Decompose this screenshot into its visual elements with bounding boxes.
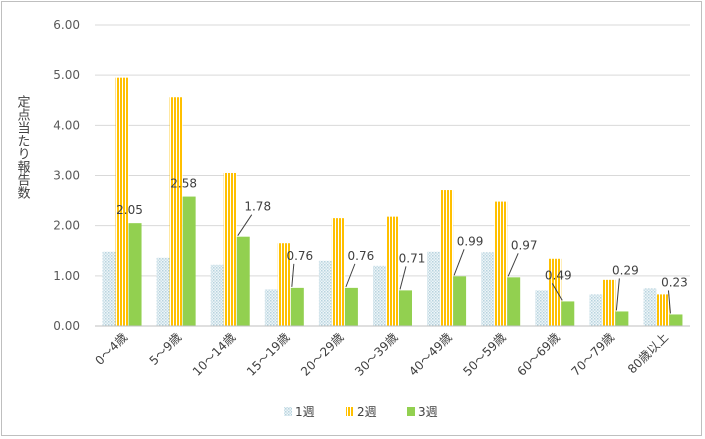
bar-2 bbox=[440, 190, 454, 326]
bar-2 bbox=[223, 172, 237, 326]
data-label-leader bbox=[551, 283, 563, 301]
bar-2 bbox=[656, 294, 670, 326]
bar-2 bbox=[386, 216, 399, 326]
y-tick-label: 5.00 bbox=[53, 68, 80, 82]
bar-1 bbox=[589, 294, 603, 326]
data-label-leader bbox=[667, 290, 671, 314]
bar-3 bbox=[182, 196, 196, 326]
y-tick-label: 2.00 bbox=[53, 219, 80, 233]
data-label: 0.71 bbox=[399, 251, 426, 265]
legend-label: 2週 bbox=[357, 405, 377, 419]
bar-2 bbox=[494, 201, 508, 326]
data-label-leader bbox=[615, 278, 620, 311]
legend-swatch bbox=[346, 407, 354, 416]
x-tick-label: 50～59歳 bbox=[460, 330, 508, 378]
x-tick-label: 15～19歳 bbox=[244, 330, 292, 378]
y-tick-label: 3.00 bbox=[53, 169, 80, 183]
x-tick-label: 70～79歳 bbox=[569, 330, 617, 378]
x-tick-label: 30～39歳 bbox=[352, 330, 400, 378]
bar-3 bbox=[236, 236, 250, 326]
bar-1 bbox=[481, 252, 495, 326]
legend: 1週 2週 3週 bbox=[284, 405, 438, 419]
data-label-leader bbox=[453, 249, 465, 276]
data-label: 0.99 bbox=[457, 234, 484, 248]
data-label: 2.05 bbox=[116, 203, 143, 217]
bar-1 bbox=[210, 264, 224, 326]
bar-1 bbox=[102, 251, 116, 326]
y-tick-label: 1.00 bbox=[53, 269, 80, 283]
bar-1 bbox=[535, 290, 549, 326]
bar-3 bbox=[507, 277, 521, 326]
data-label: 1.78 bbox=[244, 200, 271, 214]
legend-label: 3週 bbox=[418, 405, 438, 419]
legend-swatch bbox=[284, 407, 292, 416]
x-tick-label: 0～4歳 bbox=[92, 330, 130, 368]
data-label-leader bbox=[507, 253, 519, 277]
legend-label: 1週 bbox=[295, 405, 315, 419]
data-label: 0.29 bbox=[612, 263, 639, 277]
bar-3 bbox=[128, 223, 142, 326]
bar-1 bbox=[427, 251, 441, 326]
bar-2 bbox=[548, 258, 562, 326]
data-label: 0.49 bbox=[545, 268, 572, 282]
y-tick-label: 0.00 bbox=[53, 319, 80, 333]
data-label-leader bbox=[291, 263, 295, 287]
data-label-leader bbox=[237, 214, 253, 236]
bar-2 bbox=[169, 97, 183, 327]
x-tick-label: 20～29歳 bbox=[298, 330, 346, 378]
bar-1 bbox=[264, 289, 278, 326]
bar-3 bbox=[399, 290, 412, 326]
bar-3 bbox=[669, 314, 683, 326]
data-label-leader bbox=[345, 263, 356, 288]
data-label: 0.76 bbox=[348, 249, 375, 263]
bar-1 bbox=[643, 288, 657, 326]
bar-3 bbox=[453, 276, 467, 326]
bar-1 bbox=[318, 260, 332, 326]
bar-3 bbox=[344, 287, 358, 326]
y-tick-label: 4.00 bbox=[53, 118, 80, 132]
bar-2 bbox=[331, 218, 345, 326]
bar-1 bbox=[373, 265, 386, 326]
x-tick-label: 60～69歳 bbox=[514, 330, 562, 378]
data-label: 0.23 bbox=[661, 275, 688, 289]
legend-swatch bbox=[407, 407, 415, 416]
x-tick-label: 5～9歳 bbox=[147, 330, 185, 368]
x-tick-label: 40～49歳 bbox=[406, 330, 454, 378]
bar-3 bbox=[615, 311, 629, 326]
x-tick-label: 10～14歳 bbox=[190, 330, 238, 378]
data-label: 0.97 bbox=[511, 238, 538, 252]
bar-3 bbox=[561, 301, 575, 326]
bar-2 bbox=[115, 77, 129, 326]
bar-2 bbox=[277, 243, 291, 326]
y-tick-label: 6.00 bbox=[53, 18, 80, 32]
bar-1 bbox=[156, 257, 170, 326]
data-label: 2.58 bbox=[170, 177, 197, 191]
data-label-leader bbox=[399, 266, 407, 290]
bar-2 bbox=[602, 279, 616, 326]
x-tick-label: 80歳以上 bbox=[625, 330, 671, 376]
data-label: 0.76 bbox=[286, 249, 313, 263]
bar-3 bbox=[290, 287, 304, 326]
y-axis-title: 定点当たり報告数 bbox=[15, 95, 31, 199]
